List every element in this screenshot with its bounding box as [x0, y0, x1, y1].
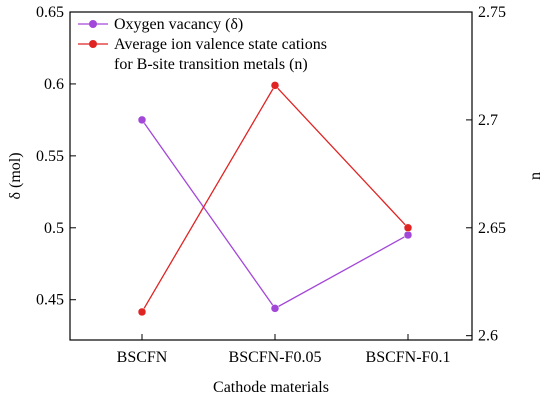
y-axis-label: δ (mol): [7, 152, 24, 199]
data-point: [270, 81, 280, 90]
y2-tick-label: 2.7: [478, 112, 498, 129]
x-tick-label: BSCFN: [117, 349, 168, 366]
data-point: [270, 304, 280, 313]
data-point: [403, 223, 413, 233]
legend-label-line: Average ion valence state cations: [114, 36, 327, 53]
y2-axis-label: n: [527, 172, 544, 180]
y-tick-label: 0.5: [44, 220, 64, 237]
y-tick-label: 0.65: [36, 4, 64, 21]
y2-tick-label: 2.6: [478, 328, 498, 345]
legend-label: Oxygen vacancy (δ): [114, 16, 243, 33]
legend-label: Average ion valence state cations for B-s…: [114, 36, 327, 73]
legend-label-line: for B-site transition metals (n): [114, 56, 308, 73]
x-axis-label: Cathode materials: [213, 379, 329, 396]
data-point: [137, 115, 147, 125]
legend-entry: Average ion valence state cations for B-s…: [78, 36, 327, 73]
y2-tick-label: 2.65: [478, 220, 506, 237]
y2-tick-label: 2.75: [478, 4, 506, 21]
y-tick-label: 0.55: [36, 148, 64, 165]
y-tick-label: 0.45: [36, 292, 64, 309]
legend-entry: Oxygen vacancy (δ): [78, 16, 243, 33]
series-line: [141, 119, 409, 310]
x-tick-label: BSCFN-F0.1: [366, 349, 451, 366]
data-point: [137, 307, 147, 317]
plot-frame: [69, 11, 473, 341]
legend-marker: [89, 20, 97, 28]
series-line: [141, 84, 409, 313]
legend-marker: [89, 40, 97, 48]
data-point: [403, 230, 413, 240]
x-tick-label: BSCFN-F0.05: [229, 349, 322, 366]
y-tick-label: 0.6: [44, 76, 64, 93]
